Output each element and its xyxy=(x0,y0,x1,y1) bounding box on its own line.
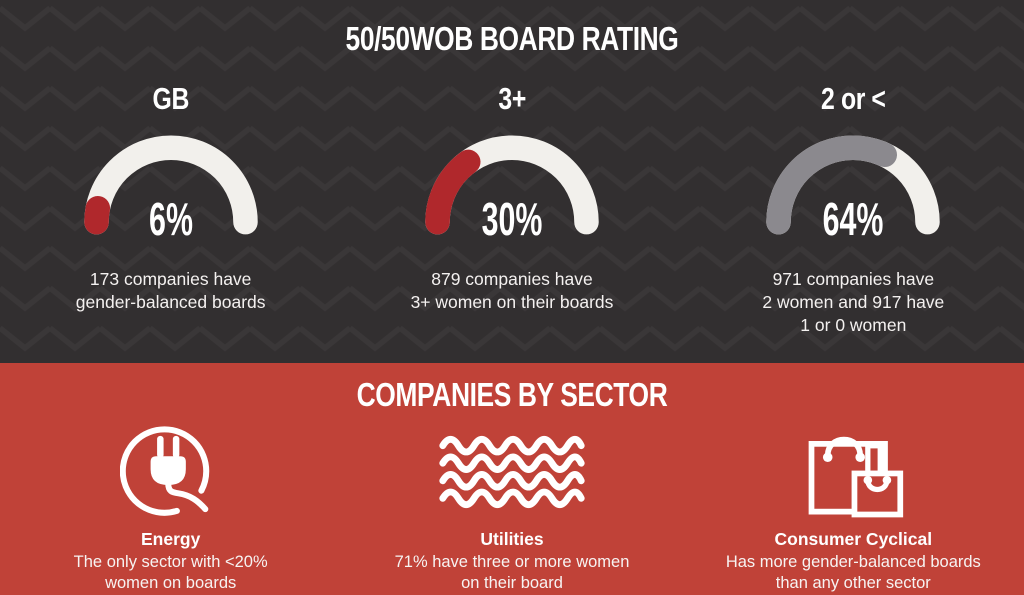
companies-by-sector-section: COMPANIES BY SECTOR Energy The only sect… xyxy=(0,363,1024,595)
gauge-fill-arc xyxy=(425,135,599,235)
sector-name-energy: Energy xyxy=(141,529,201,549)
waves-icon xyxy=(438,422,586,522)
gauge-track-arc xyxy=(83,135,258,235)
sector-column-energy: Energy The only sector with <20% women o… xyxy=(0,422,341,594)
sector-name-consumer-cyclical: Consumer Cyclical xyxy=(774,529,933,549)
gauge-caption-3plus: 879 companies have 3+ women on their boa… xyxy=(410,269,614,312)
sectors-row: Energy The only sector with <20% women o… xyxy=(0,422,1024,594)
gauge-label-2orless: 2 or < xyxy=(821,81,886,116)
gauge-chart-gb: 6% xyxy=(73,122,269,242)
gauge-label-3plus: 3+ xyxy=(498,81,526,116)
gauge-value-2orless: 64% xyxy=(822,193,884,246)
gauge-chart-3plus: 30% xyxy=(414,122,610,242)
gauge-value-gb: 6% xyxy=(148,193,193,246)
board-rating-title: 50/50WOB BOARD RATING xyxy=(345,20,679,57)
sector-name-utilities: Utilities xyxy=(480,529,544,549)
sector-description-utilities: 71% have three or more women on their bo… xyxy=(394,553,630,593)
plug-icon xyxy=(119,422,222,522)
gauge-fill-arc xyxy=(766,135,941,235)
gauge-column-2orless: 2 or < 64% 971 companies have 2 women an… xyxy=(683,81,1024,336)
gauge-value-3plus: 30% xyxy=(481,193,543,246)
gauge-column-gb: GB 6% 173 companies have gender-balanced… xyxy=(0,81,341,336)
gauge-caption-gb: 173 companies have gender-balanced board… xyxy=(75,269,266,312)
gauge-label-gb: GB xyxy=(152,81,189,116)
gauges-row: GB 6% 173 companies have gender-balanced… xyxy=(0,81,1024,336)
gauge-chart-2orless: 64% xyxy=(755,122,951,242)
board-rating-content: 50/50WOB BOARD RATING GB 6% 173 companie… xyxy=(0,20,1024,336)
zigzag-pattern-background xyxy=(0,0,1024,363)
companies-by-sector-title: COMPANIES BY SECTOR xyxy=(356,376,668,413)
sector-description-energy: The only sector with <20% women on board… xyxy=(73,553,268,593)
sector-column-utilities: Utilities 71% have three or more women o… xyxy=(341,422,682,594)
board-rating-section: 50/50WOB BOARD RATING GB 6% 173 companie… xyxy=(0,0,1024,363)
gauge-caption-2orless: 971 companies have 2 women and 917 have … xyxy=(762,269,945,335)
gauge-column-3plus: 3+ 30% 879 companies have 3+ women on th… xyxy=(341,81,682,336)
sector-description-consumer-cyclical: Has more gender-balanced boards than any… xyxy=(725,553,981,593)
shopping-bags-icon xyxy=(801,422,906,522)
sector-column-consumer-cyclical: Consumer Cyclical Has more gender-balanc… xyxy=(683,422,1024,594)
